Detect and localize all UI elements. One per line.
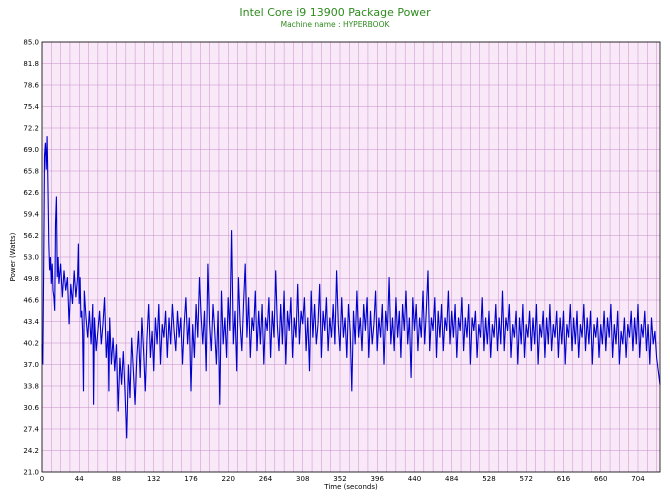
- y-tick-label: 59.4: [23, 211, 39, 219]
- x-tick-label: 88: [112, 475, 121, 483]
- x-tick-label: 352: [333, 475, 346, 483]
- gridlines: [41, 41, 660, 473]
- y-tick-label: 37.0: [23, 361, 39, 369]
- x-tick-label: 44: [75, 475, 84, 483]
- y-axis-ticks: 21.0 24.2 27.4 30.6 33.8 37.0 40.2 43.4 46.6 49.8…: [23, 39, 39, 477]
- power-series-line: [41, 136, 661, 439]
- y-tick-label: 56.2: [23, 232, 39, 240]
- y-tick-label: 21.0: [23, 469, 39, 477]
- x-tick-label: 0: [40, 475, 44, 483]
- y-tick-label: 78.6: [23, 82, 39, 90]
- x-tick-label: 704: [631, 475, 645, 483]
- y-tick-label: 33.8: [23, 383, 39, 391]
- y-tick-label: 72.2: [23, 125, 39, 133]
- x-tick-label: 440: [408, 475, 421, 483]
- y-tick-label: 43.4: [23, 318, 39, 326]
- x-tick-label: 396: [371, 475, 385, 483]
- y-tick-label: 40.2: [23, 340, 39, 348]
- x-tick-label: 572: [520, 475, 533, 483]
- y-tick-label: 65.8: [23, 168, 39, 176]
- y-tick-label: 75.4: [23, 103, 39, 111]
- x-tick-label: 308: [296, 475, 309, 483]
- y-tick-label: 53.0: [23, 254, 39, 262]
- x-axis-ticks: 0 44 88 132 176 220 264 308 352 396 440 484 528 572 61…: [40, 475, 645, 483]
- x-tick-label: 660: [594, 475, 607, 483]
- x-tick-label: 132: [147, 475, 160, 483]
- x-tick-label: 264: [259, 475, 273, 483]
- y-tick-label: 27.4: [23, 426, 39, 434]
- y-tick-label: 24.2: [23, 447, 39, 455]
- x-tick-label: 616: [557, 475, 571, 483]
- y-tick-label: 62.6: [23, 189, 39, 197]
- x-tick-label: 220: [222, 475, 235, 483]
- y-tick-label: 46.6: [23, 297, 39, 305]
- x-tick-label: 176: [184, 475, 198, 483]
- y-axis-label: Power (Watts): [9, 232, 17, 281]
- chart-title: Intel Core i9 13900 Package Power: [239, 6, 431, 19]
- y-tick-label: 49.8: [23, 275, 39, 283]
- y-tick-label: 69.0: [23, 146, 39, 154]
- y-tick-label: 81.8: [23, 60, 39, 68]
- chart-subtitle: Machine name : HYPERBOOK: [281, 20, 391, 29]
- y-tick-label: 85.0: [23, 39, 39, 47]
- plot-border: [41, 41, 661, 473]
- x-axis-label: Time (seconds): [323, 483, 378, 491]
- x-tick-label: 528: [482, 475, 495, 483]
- y-tick-label: 30.6: [23, 404, 39, 412]
- x-tick-label: 484: [445, 475, 459, 483]
